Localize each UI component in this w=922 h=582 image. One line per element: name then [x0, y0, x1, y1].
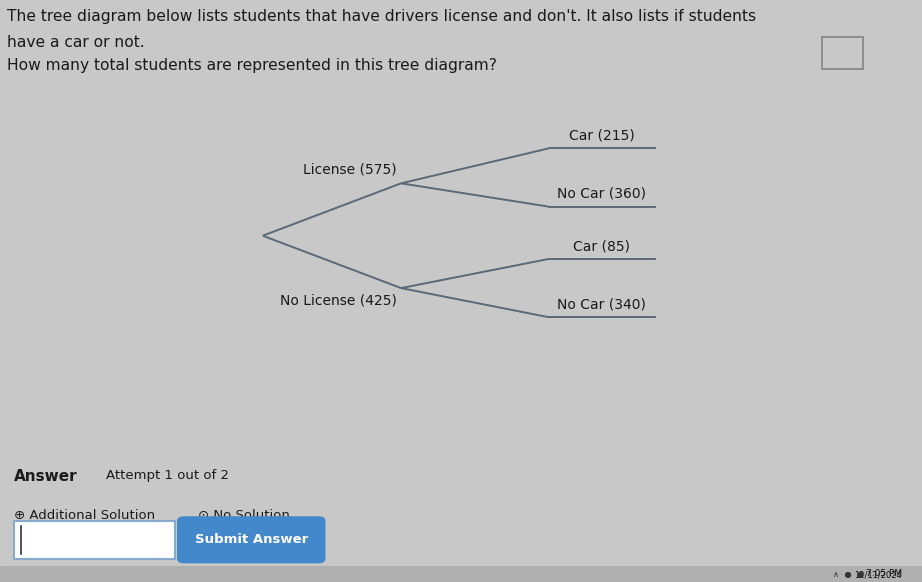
Text: 7:05 PM: 7:05 PM — [866, 569, 902, 578]
Text: ⊙ No Solution: ⊙ No Solution — [198, 509, 290, 522]
Text: Car (85): Car (85) — [573, 239, 630, 253]
FancyBboxPatch shape — [0, 566, 922, 582]
Text: No License (425): No License (425) — [279, 294, 396, 308]
Text: ⊕ Additional Solution: ⊕ Additional Solution — [14, 509, 155, 522]
FancyBboxPatch shape — [177, 516, 325, 563]
Text: Car (215): Car (215) — [569, 129, 634, 143]
Text: Submit Answer: Submit Answer — [195, 533, 308, 546]
Text: License (575): License (575) — [302, 162, 396, 176]
Text: Attempt 1 out of 2: Attempt 1 out of 2 — [106, 469, 229, 481]
FancyBboxPatch shape — [14, 521, 175, 559]
Text: have a car or not.: have a car or not. — [7, 35, 145, 50]
Text: No Car (360): No Car (360) — [557, 187, 646, 201]
FancyBboxPatch shape — [822, 37, 863, 69]
Text: How many total students are represented in this tree diagram?: How many total students are represented … — [7, 58, 497, 73]
Text: Answer: Answer — [14, 469, 77, 484]
Text: ∧  ●  ●: ∧ ● ● — [833, 570, 864, 579]
Text: The tree diagram below lists students that have drivers license and don't. It al: The tree diagram below lists students th… — [7, 9, 756, 24]
Text: No Car (340): No Car (340) — [557, 297, 646, 311]
Text: 12/11/2024: 12/11/2024 — [854, 570, 902, 579]
